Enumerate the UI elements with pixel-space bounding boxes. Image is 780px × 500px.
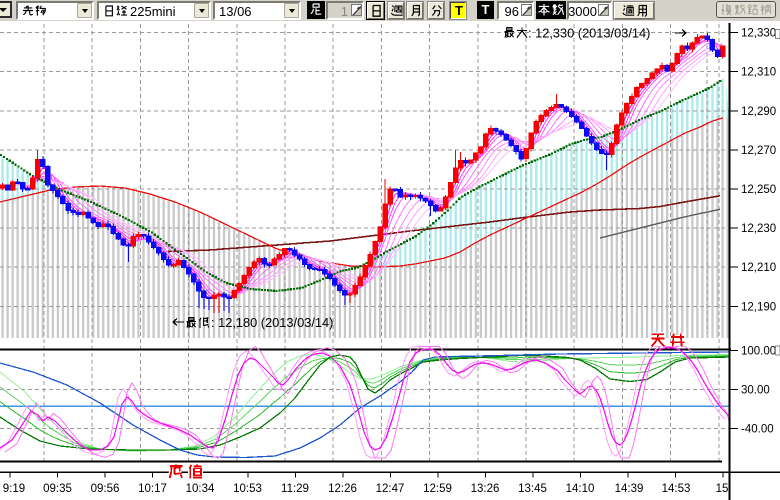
svg-text:-40.00: -40.00 bbox=[741, 424, 774, 436]
svg-text:14:10: 14:10 bbox=[566, 483, 595, 495]
svg-text:: 12,330 (2013/03/14): : 12,330 (2013/03/14) bbox=[528, 26, 650, 41]
svg-text:12:59: 12:59 bbox=[423, 483, 452, 495]
svg-text:30.00: 30.00 bbox=[741, 385, 770, 397]
svg-text:100.00: 100.00 bbox=[741, 345, 776, 357]
svg-text:10:17: 10:17 bbox=[138, 483, 167, 495]
svg-text:09:56: 09:56 bbox=[91, 483, 120, 495]
svg-text:10:34: 10:34 bbox=[186, 483, 215, 495]
svg-text:15: 15 bbox=[716, 483, 729, 495]
svg-text:12:26: 12:26 bbox=[328, 483, 357, 495]
svg-text:: 12,180 (2013/03/14): : 12,180 (2013/03/14) bbox=[211, 315, 333, 330]
svg-text:14:53: 14:53 bbox=[662, 483, 691, 495]
svg-text:12:47: 12:47 bbox=[376, 483, 405, 495]
svg-text:13:26: 13:26 bbox=[471, 483, 500, 495]
svg-text:12,270: 12,270 bbox=[741, 145, 776, 157]
svg-text:12,230: 12,230 bbox=[741, 223, 776, 235]
svg-text:12,290: 12,290 bbox=[741, 106, 776, 118]
svg-text:09:35: 09:35 bbox=[43, 483, 72, 495]
svg-text:12,310: 12,310 bbox=[741, 67, 776, 79]
svg-text:10:53: 10:53 bbox=[233, 483, 262, 495]
svg-text:12,330: 12,330 bbox=[741, 28, 776, 40]
svg-text:13:45: 13:45 bbox=[518, 483, 547, 495]
svg-text:12,190: 12,190 bbox=[741, 301, 776, 313]
svg-text:12,250: 12,250 bbox=[741, 184, 776, 196]
svg-text:12,210: 12,210 bbox=[741, 262, 776, 274]
svg-text:11:29: 11:29 bbox=[281, 483, 309, 495]
svg-text:14:39: 14:39 bbox=[615, 483, 644, 495]
svg-text:9:19: 9:19 bbox=[3, 483, 25, 495]
